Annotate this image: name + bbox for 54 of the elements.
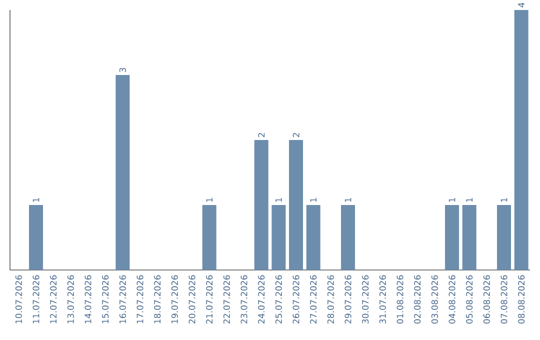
x-tick-label: 20.07.2026 bbox=[188, 275, 196, 324]
x-tick-label: 15.07.2026 bbox=[102, 275, 109, 324]
data-label: 4 bbox=[518, 2, 524, 8]
x-tick-label: 23.07.2026 bbox=[240, 275, 248, 324]
x-tick-label: 05.08.2026 bbox=[466, 275, 473, 324]
x-tick-label: 04.08.2026 bbox=[448, 275, 456, 324]
x-tick-label: 17.07.2026 bbox=[136, 275, 144, 324]
x-tick-label: 25.07.2026 bbox=[275, 275, 282, 324]
x-tick-label: 06.08.2026 bbox=[483, 275, 490, 324]
data-label: 1 bbox=[206, 198, 212, 202]
bar bbox=[254, 140, 268, 270]
x-tick-label: 22.07.2026 bbox=[223, 275, 230, 324]
x-tick-label: 26.07.2026 bbox=[292, 275, 300, 324]
data-label: 2 bbox=[292, 133, 300, 138]
x-tick-label: 08.08.2026 bbox=[518, 275, 525, 324]
x-tick-label: 10.07.2026 bbox=[15, 275, 22, 324]
x-tick-label: 16.07.2026 bbox=[119, 275, 126, 324]
data-label: 1 bbox=[448, 198, 456, 202]
bar bbox=[29, 205, 43, 270]
x-tick-label: 02.08.2026 bbox=[414, 275, 421, 324]
bar bbox=[341, 205, 356, 270]
bar bbox=[306, 205, 320, 270]
x-tick-label: 12.07.2026 bbox=[50, 275, 57, 324]
x-tick-label: 24.07.2026 bbox=[258, 275, 265, 324]
x-tick-label: 30.07.2026 bbox=[362, 275, 369, 324]
bar bbox=[202, 205, 216, 270]
data-label: 1 bbox=[310, 198, 316, 202]
x-tick-label: 14.07.2026 bbox=[84, 275, 92, 324]
data-label: 1 bbox=[32, 198, 40, 202]
bar bbox=[497, 205, 512, 270]
bar bbox=[514, 10, 528, 270]
x-tick-label: 13.07.2026 bbox=[67, 275, 74, 324]
bar bbox=[462, 205, 476, 270]
data-label: 3 bbox=[119, 68, 126, 72]
x-tick-label: 07.08.2026 bbox=[500, 275, 508, 324]
data-label: 1 bbox=[466, 198, 472, 202]
x-tick-label: 19.07.2026 bbox=[171, 275, 178, 324]
x-tick-label: 11.07.2026 bbox=[32, 275, 40, 324]
data-label: 1 bbox=[500, 198, 508, 202]
data-label: 2 bbox=[258, 133, 265, 138]
bar bbox=[272, 205, 286, 270]
x-tick-label: 18.07.2026 bbox=[154, 275, 161, 324]
x-tick-label: 29.07.2026 bbox=[344, 275, 352, 324]
bar bbox=[445, 205, 460, 270]
x-tick-label: 28.07.2026 bbox=[327, 275, 334, 324]
data-label: 1 bbox=[276, 198, 282, 202]
x-tick-label: 01.08.2026 bbox=[396, 275, 404, 324]
bar bbox=[289, 140, 304, 270]
bar bbox=[116, 75, 130, 270]
x-tick-label: 03.08.2026 bbox=[431, 275, 438, 324]
x-tick-label: 31.07.2026 bbox=[379, 275, 386, 324]
x-tick-label: 21.07.2026 bbox=[206, 275, 213, 324]
x-tick-label: 27.07.2026 bbox=[310, 275, 317, 324]
data-label: 1 bbox=[344, 198, 352, 202]
